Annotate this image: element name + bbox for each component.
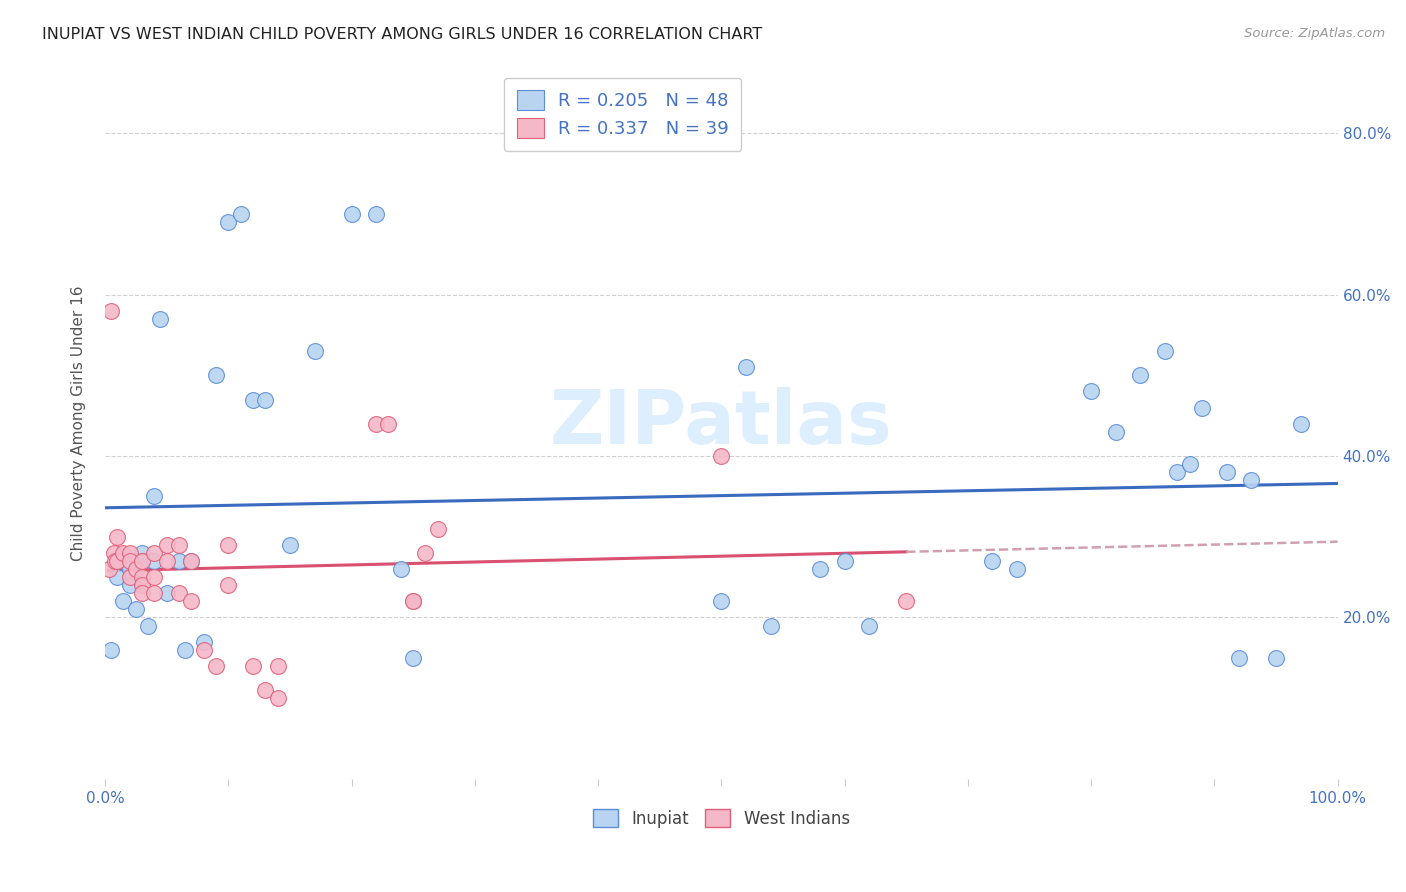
Point xyxy=(426,522,449,536)
Point xyxy=(156,538,179,552)
Point xyxy=(377,417,399,431)
Point xyxy=(143,546,166,560)
Point xyxy=(118,554,141,568)
Point xyxy=(97,562,120,576)
Point xyxy=(103,546,125,560)
Point xyxy=(112,594,135,608)
Point xyxy=(100,642,122,657)
Point xyxy=(389,562,412,576)
Point xyxy=(131,546,153,560)
Point xyxy=(180,554,202,568)
Point xyxy=(131,554,153,568)
Point xyxy=(242,392,264,407)
Point xyxy=(174,642,197,657)
Point xyxy=(366,417,388,431)
Point xyxy=(1080,384,1102,399)
Point xyxy=(402,650,425,665)
Point xyxy=(710,449,733,463)
Point xyxy=(254,683,277,698)
Point xyxy=(217,215,239,229)
Point xyxy=(143,570,166,584)
Point xyxy=(104,554,127,568)
Point xyxy=(100,303,122,318)
Point xyxy=(896,594,918,608)
Point xyxy=(229,207,252,221)
Legend: Inupiat, West Indians: Inupiat, West Indians xyxy=(586,803,856,835)
Point xyxy=(143,554,166,568)
Point xyxy=(180,554,202,568)
Point xyxy=(1240,473,1263,487)
Point xyxy=(1129,368,1152,383)
Point xyxy=(156,554,179,568)
Point xyxy=(205,368,228,383)
Point xyxy=(156,586,179,600)
Point xyxy=(858,618,880,632)
Point xyxy=(1289,417,1312,431)
Point xyxy=(759,618,782,632)
Point xyxy=(131,578,153,592)
Point xyxy=(193,634,215,648)
Point xyxy=(1105,425,1128,439)
Y-axis label: Child Poverty Among Girls Under 16: Child Poverty Among Girls Under 16 xyxy=(72,286,86,561)
Point xyxy=(304,344,326,359)
Point xyxy=(1178,457,1201,471)
Point xyxy=(112,546,135,560)
Point xyxy=(340,207,363,221)
Point xyxy=(366,207,388,221)
Point xyxy=(1227,650,1250,665)
Point xyxy=(415,546,437,560)
Point xyxy=(180,594,202,608)
Point xyxy=(205,659,228,673)
Point xyxy=(125,562,148,576)
Text: ZIPatlas: ZIPatlas xyxy=(550,387,893,460)
Point xyxy=(254,392,277,407)
Point xyxy=(149,311,172,326)
Point xyxy=(105,570,128,584)
Point xyxy=(266,691,288,706)
Point xyxy=(118,570,141,584)
Point xyxy=(105,530,128,544)
Point xyxy=(118,546,141,560)
Point xyxy=(735,360,758,375)
Point xyxy=(118,578,141,592)
Point xyxy=(808,562,831,576)
Point xyxy=(217,578,239,592)
Point xyxy=(278,538,301,552)
Point xyxy=(402,594,425,608)
Point xyxy=(131,570,153,584)
Point xyxy=(1166,465,1188,479)
Point xyxy=(402,594,425,608)
Point xyxy=(167,554,190,568)
Point xyxy=(131,586,153,600)
Point xyxy=(131,554,153,568)
Point xyxy=(125,602,148,616)
Point xyxy=(167,538,190,552)
Point xyxy=(242,659,264,673)
Point xyxy=(1191,401,1213,415)
Text: Source: ZipAtlas.com: Source: ZipAtlas.com xyxy=(1244,27,1385,40)
Point xyxy=(167,586,190,600)
Text: INUPIAT VS WEST INDIAN CHILD POVERTY AMONG GIRLS UNDER 16 CORRELATION CHART: INUPIAT VS WEST INDIAN CHILD POVERTY AMO… xyxy=(42,27,762,42)
Point xyxy=(193,642,215,657)
Point xyxy=(118,562,141,576)
Point xyxy=(136,618,159,632)
Point xyxy=(266,659,288,673)
Point xyxy=(710,594,733,608)
Point xyxy=(143,489,166,503)
Point xyxy=(1265,650,1288,665)
Point xyxy=(834,554,856,568)
Point xyxy=(1215,465,1237,479)
Point xyxy=(217,538,239,552)
Point xyxy=(143,586,166,600)
Point xyxy=(981,554,1004,568)
Point xyxy=(1154,344,1177,359)
Point xyxy=(1005,562,1028,576)
Point xyxy=(105,554,128,568)
